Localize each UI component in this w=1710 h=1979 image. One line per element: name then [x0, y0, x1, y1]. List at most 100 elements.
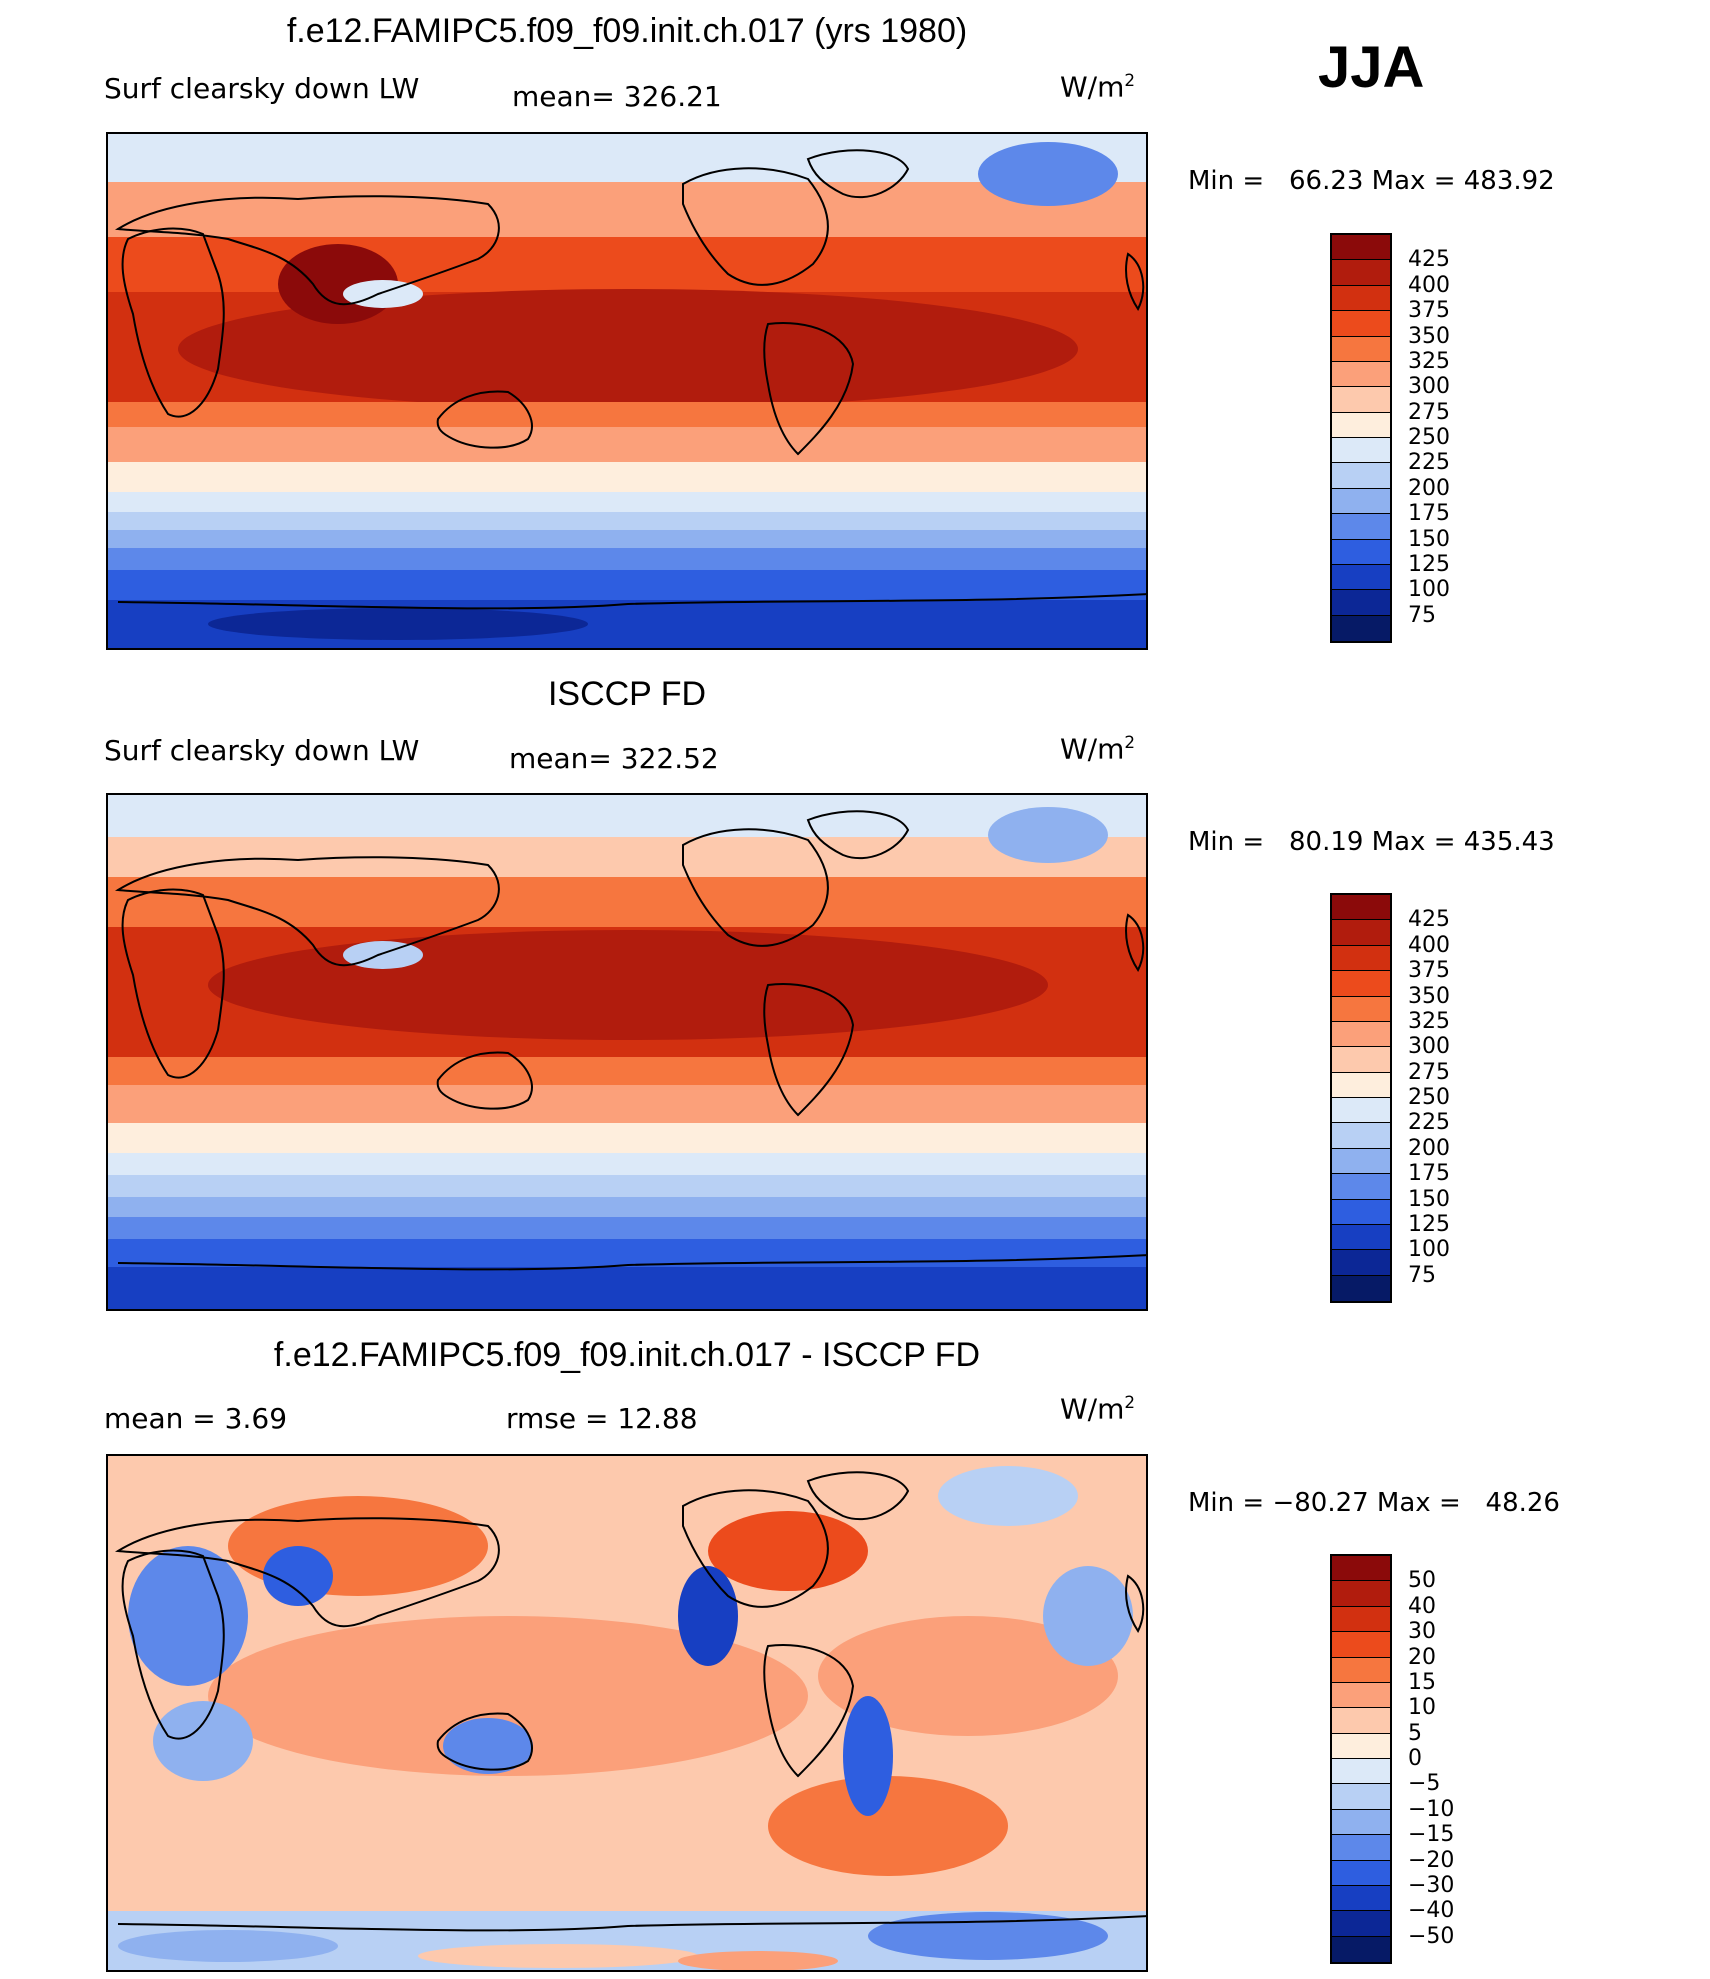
colorbar-cell	[1332, 412, 1390, 438]
colorbar-cell	[1332, 1021, 1390, 1048]
colorbar-label: 5	[1408, 1720, 1422, 1746]
panel-1-map	[106, 132, 1148, 650]
colorbar-label: 375	[1408, 958, 1450, 984]
colorbar-cell	[1332, 1682, 1390, 1709]
colorbar-label: 75	[1408, 1262, 1436, 1288]
colorbar-label: 75	[1408, 602, 1436, 628]
colorbar-label: −20	[1408, 1847, 1455, 1873]
panel-3-rmse: rmse = 12.88	[506, 1402, 698, 1435]
colorbar-cell	[1332, 1581, 1390, 1607]
panel-1-colorbar	[1330, 233, 1392, 643]
panel-2-variable: Surf clearsky down LW	[104, 734, 420, 767]
colorbar-cell	[1332, 1224, 1390, 1251]
colorbar-cell	[1332, 564, 1390, 591]
colorbar-label: 150	[1408, 526, 1450, 552]
colorbar-label: 325	[1408, 348, 1450, 374]
colorbar-cell	[1332, 1275, 1390, 1301]
panel-1-mean: mean= 326.21	[512, 80, 722, 113]
colorbar-cell	[1332, 1072, 1390, 1098]
colorbar-label: 425	[1408, 907, 1450, 933]
panel-3-map	[106, 1454, 1148, 1972]
colorbar-cell	[1332, 285, 1390, 312]
colorbar-label: 275	[1408, 1059, 1450, 1085]
colorbar-label: 225	[1408, 450, 1450, 476]
colorbar-label: 300	[1408, 1034, 1450, 1060]
colorbar-label: 175	[1408, 1161, 1450, 1187]
colorbar-label: −10	[1408, 1796, 1455, 1822]
colorbar-cell	[1332, 615, 1390, 641]
colorbar-cell	[1332, 1733, 1390, 1759]
colorbar-cell	[1332, 1936, 1390, 1962]
colorbar-label: 400	[1408, 272, 1450, 298]
colorbar-cell	[1332, 1759, 1390, 1785]
panel-3-colorbar	[1330, 1554, 1392, 1964]
colorbar-label: 325	[1408, 1008, 1450, 1034]
colorbar-cell	[1332, 361, 1390, 388]
colorbar-cell	[1332, 1860, 1390, 1886]
colorbar-cell	[1332, 1606, 1390, 1633]
colorbar-label: 275	[1408, 399, 1450, 425]
colorbar-cell	[1332, 920, 1390, 946]
panel-2-map	[106, 793, 1148, 1311]
colorbar-label: 20	[1408, 1644, 1436, 1670]
panel-2-minmax: Min = 80.19 Max = 435.43	[1188, 827, 1555, 857]
colorbar-label: 0	[1408, 1746, 1422, 1771]
colorbar-cell	[1332, 463, 1390, 489]
colorbar-label: 350	[1408, 323, 1450, 349]
colorbar-cell	[1332, 1123, 1390, 1149]
panel-3-mean: mean = 3.69	[104, 1402, 288, 1435]
colorbar-cell	[1332, 1708, 1390, 1734]
colorbar-cell	[1332, 590, 1390, 616]
panel-3-units: W/m2	[1060, 1392, 1136, 1426]
colorbar-cell	[1332, 539, 1390, 565]
colorbar-cell	[1332, 488, 1390, 515]
colorbar-label: 250	[1408, 1085, 1450, 1110]
colorbar-cell	[1332, 1047, 1390, 1073]
season-label: JJA	[1318, 35, 1425, 100]
panel-2-coastlines	[114, 810, 1146, 1271]
colorbar-label: 225	[1408, 1110, 1450, 1136]
colorbar-cell	[1332, 895, 1390, 921]
panel-3-coastlines	[114, 1471, 1146, 1932]
colorbar-label: −15	[1408, 1822, 1455, 1848]
colorbar-cell	[1332, 1174, 1390, 1200]
colorbar-cell	[1332, 1098, 1390, 1124]
panel-2-title: ISCCP FD	[547, 675, 707, 713]
colorbar-label: −5	[1408, 1771, 1441, 1797]
colorbar-cell	[1332, 336, 1390, 362]
panel-1-variable: Surf clearsky down LW	[104, 72, 420, 105]
colorbar-label: 40	[1408, 1593, 1436, 1619]
colorbar-label: 400	[1408, 932, 1450, 958]
colorbar-label: 15	[1408, 1669, 1436, 1695]
colorbar-label: 350	[1408, 983, 1450, 1009]
panel-2-mean: mean= 322.52	[509, 742, 719, 775]
colorbar-cell	[1332, 1784, 1390, 1810]
panel-2-colorbar	[1330, 893, 1392, 1303]
colorbar-label: 125	[1408, 1211, 1450, 1237]
panel-1-minmax: Min = 66.23 Max = 483.92	[1188, 166, 1555, 196]
colorbar-cell	[1332, 1556, 1390, 1582]
colorbar-label: 200	[1408, 1135, 1450, 1161]
panel-3-title: f.e12.FAMIPC5.f09_f09.init.ch.017 - ISCC…	[273, 1336, 981, 1374]
colorbar-cell	[1332, 235, 1390, 261]
colorbar-label: 375	[1408, 298, 1450, 324]
panel-2-units: W/m2	[1060, 732, 1136, 766]
colorbar-cell	[1332, 387, 1390, 413]
colorbar-cell	[1332, 1911, 1390, 1937]
panel-1-units: W/m2	[1060, 70, 1136, 104]
colorbar-cell	[1332, 1148, 1390, 1175]
colorbar-cell	[1332, 996, 1390, 1022]
panel-3-minmax: Min = −80.27 Max = 48.26	[1188, 1488, 1560, 1518]
colorbar-cell	[1332, 971, 1390, 997]
colorbar-cell	[1332, 514, 1390, 540]
colorbar-label: 425	[1408, 247, 1450, 273]
colorbar-label: 100	[1408, 1237, 1450, 1263]
colorbar-label: 50	[1408, 1568, 1436, 1594]
colorbar-cell	[1332, 1885, 1390, 1912]
colorbar-label: −50	[1408, 1923, 1455, 1949]
colorbar-cell	[1332, 311, 1390, 337]
colorbar-label: 150	[1408, 1186, 1450, 1212]
colorbar-label: 125	[1408, 551, 1450, 577]
colorbar-cell	[1332, 1809, 1390, 1836]
colorbar-label: 250	[1408, 425, 1450, 450]
